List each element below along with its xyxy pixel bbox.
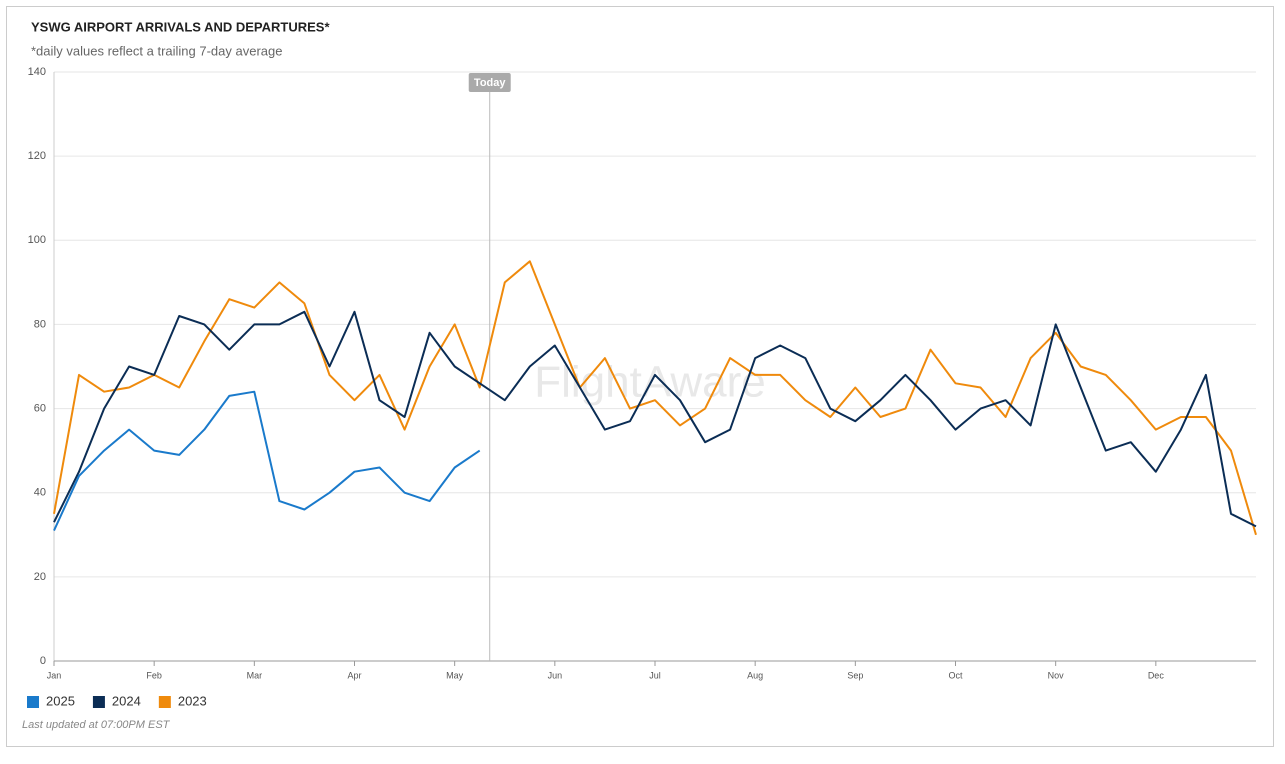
y-tick-label: 40: [34, 487, 46, 499]
x-tick-label: Mar: [247, 670, 263, 680]
x-tick-label: Aug: [747, 670, 763, 680]
y-tick-label: 100: [28, 234, 46, 246]
y-tick-label: 140: [28, 66, 46, 78]
today-badge: [468, 73, 511, 92]
series-line: [53, 260, 1257, 536]
chart-subtitle: *daily values reflect a trailing 7-day a…: [31, 43, 282, 58]
x-tick-label: May: [446, 670, 464, 680]
x-tick-label: Sep: [847, 670, 863, 680]
chart-title: YSWG AIRPORT ARRIVALS AND DEPARTURES*: [31, 19, 330, 34]
legend-swatch: [27, 696, 39, 708]
legend-label: 2025: [46, 693, 75, 708]
x-tick-label: Feb: [146, 670, 162, 680]
y-tick-label: 80: [34, 318, 46, 330]
x-tick-label: Jun: [548, 670, 563, 680]
y-tick-label: 0: [40, 655, 46, 667]
y-tick-label: 60: [34, 402, 46, 414]
series-line: [53, 390, 481, 532]
legend-label: 2023: [178, 693, 207, 708]
x-tick-label: Jul: [649, 670, 661, 680]
series-line: [53, 310, 1257, 528]
x-tick-label: Oct: [948, 670, 963, 680]
legend-swatch: [158, 696, 171, 708]
x-tick-label: Nov: [1048, 670, 1065, 680]
x-tick-label: Jan: [47, 670, 62, 680]
frame: [6, 6, 1274, 747]
y-tick-label: 20: [34, 571, 46, 583]
x-tick-label: Dec: [1148, 670, 1165, 680]
x-tick-label: Apr: [347, 670, 361, 680]
today-label: Today: [474, 77, 506, 89]
legend-swatch: [92, 696, 105, 708]
footer: Last updated at 07:00PM EST: [22, 719, 171, 731]
y-tick-label: 120: [28, 150, 46, 162]
legend-label: 2024: [112, 693, 141, 708]
